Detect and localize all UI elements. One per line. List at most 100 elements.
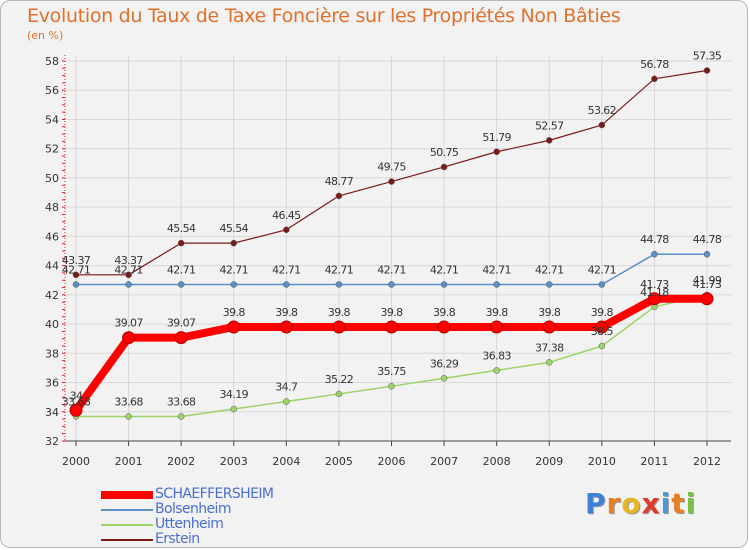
- data-point-uttenheim: [125, 413, 132, 420]
- data-label-bolsenheim: 42.71: [535, 263, 564, 276]
- y-tick-label: 42: [45, 289, 59, 302]
- data-label-erstein: 45.54: [220, 222, 249, 235]
- data-label-uttenheim: 33.68: [62, 395, 91, 408]
- data-point-schaeffersheim: [69, 403, 83, 417]
- data-point-erstein: [283, 226, 290, 234]
- data-label-erstein: 45.54: [167, 222, 196, 235]
- chart-subtitle: (en %): [27, 29, 64, 42]
- legend-swatch: [101, 539, 153, 541]
- x-tick-label: 2002: [167, 455, 195, 468]
- data-label-schaeffersheim: 34: [70, 389, 83, 402]
- data-point-bolsenheim: [177, 281, 185, 288]
- data-label-schaeffersheim: 39.8: [591, 306, 614, 319]
- data-point-bolsenheim: [72, 281, 80, 288]
- data-point-bolsenheim: [388, 281, 395, 288]
- logo-letter: P: [585, 487, 607, 520]
- data-point-erstein: [335, 192, 343, 200]
- data-point-uttenheim: [283, 398, 290, 405]
- legend-item-uttenheim: Uttenheim: [101, 516, 361, 532]
- data-label-uttenheim: 36.83: [482, 349, 511, 362]
- data-point-uttenheim: [440, 375, 448, 382]
- data-point-bolsenheim: [598, 281, 606, 288]
- x-tick-label: 2004: [272, 455, 300, 468]
- data-label-uttenheim: 41.18: [640, 286, 669, 299]
- data-point-bolsenheim: [651, 250, 658, 258]
- x-tick-label: 2007: [430, 455, 458, 468]
- data-label-schaeffersheim: 39.8: [538, 306, 561, 319]
- logo-letter: t: [671, 487, 686, 520]
- data-label-schaeffersheim: 39.07: [167, 317, 196, 330]
- data-point-schaeffersheim: [542, 320, 556, 334]
- logo-letter: i: [660, 487, 672, 520]
- data-point-schaeffersheim: [227, 320, 241, 334]
- data-label-erstein: 57.35: [693, 50, 722, 63]
- data-point-erstein: [440, 163, 448, 171]
- y-tick-label: 34: [45, 406, 59, 419]
- data-point-schaeffersheim: [647, 292, 661, 306]
- data-label-bolsenheim: 42.71: [167, 263, 196, 276]
- x-tick-label: 2012: [693, 455, 721, 468]
- y-tick-label: 46: [45, 230, 59, 243]
- data-point-schaeffersheim: [595, 320, 609, 334]
- data-point-uttenheim: [598, 342, 606, 350]
- x-tick-label: 2008: [483, 455, 511, 468]
- data-point-bolsenheim: [335, 281, 343, 288]
- data-point-uttenheim: [493, 367, 500, 374]
- data-label-uttenheim: 41.99: [693, 274, 722, 287]
- data-point-schaeffersheim: [332, 320, 346, 334]
- data-point-erstein: [125, 271, 132, 279]
- x-tick-label: 2010: [588, 455, 616, 468]
- data-label-bolsenheim: 42.71: [114, 263, 143, 276]
- legend-label: Erstein: [155, 531, 200, 547]
- proxiti-logo: Proxiti: [585, 487, 696, 520]
- data-point-schaeffersheim: [437, 320, 451, 334]
- y-tick-label: 32: [45, 435, 59, 448]
- data-label-bolsenheim: 42.71: [272, 263, 301, 276]
- data-point-schaeffersheim: [279, 320, 293, 334]
- x-tick-label: 2006: [378, 455, 406, 468]
- y-tick-label: 48: [45, 201, 59, 214]
- legend-swatch: [101, 491, 153, 499]
- data-label-schaeffersheim: 39.8: [223, 306, 246, 319]
- y-tick-label: 50: [45, 172, 59, 185]
- data-point-schaeffersheim: [385, 320, 398, 334]
- x-tick-label: 2000: [62, 455, 90, 468]
- data-point-bolsenheim: [440, 281, 448, 288]
- logo-letter: r: [606, 487, 622, 520]
- data-label-erstein: 49.75: [377, 161, 406, 174]
- data-label-uttenheim: 36.29: [430, 357, 459, 370]
- data-label-uttenheim: 33.68: [167, 395, 196, 408]
- data-point-erstein: [598, 121, 606, 129]
- data-point-erstein: [230, 239, 237, 247]
- legend-swatch: [101, 524, 153, 526]
- data-label-erstein: 43.37: [62, 254, 91, 267]
- data-point-erstein: [651, 75, 658, 83]
- data-label-bolsenheim: 44.78: [693, 233, 722, 246]
- x-tick-label: 2011: [640, 455, 668, 468]
- legend-item-schaeffersheim: SCHAEFFERSHEIM: [101, 486, 361, 502]
- data-point-erstein: [493, 148, 500, 156]
- x-tick-label: 2003: [220, 455, 248, 468]
- y-tick-label: 54: [45, 113, 59, 126]
- data-label-bolsenheim: 44.78: [640, 233, 669, 246]
- data-label-uttenheim: 34.19: [220, 388, 249, 401]
- data-label-erstein: 53.62: [588, 104, 617, 117]
- data-label-schaeffersheim: 39.8: [275, 306, 298, 319]
- data-label-erstein: 48.77: [325, 175, 354, 188]
- data-label-erstein: 51.79: [482, 131, 511, 144]
- data-point-bolsenheim: [493, 281, 500, 288]
- data-label-erstein: 46.45: [272, 209, 301, 222]
- data-label-erstein: 43.37: [114, 254, 143, 267]
- data-label-uttenheim: 37.38: [535, 341, 564, 354]
- data-label-bolsenheim: 42.71: [220, 263, 249, 276]
- legend-label: Bolsenheim: [155, 501, 231, 517]
- y-tick-label: 40: [45, 318, 59, 331]
- data-point-schaeffersheim: [122, 331, 136, 345]
- data-point-bolsenheim: [703, 250, 711, 258]
- data-label-uttenheim: 33.68: [114, 395, 143, 408]
- data-point-erstein: [546, 137, 553, 144]
- data-label-bolsenheim: 42.71: [377, 263, 406, 276]
- data-point-bolsenheim: [125, 281, 132, 288]
- data-label-uttenheim: 35.75: [377, 365, 406, 378]
